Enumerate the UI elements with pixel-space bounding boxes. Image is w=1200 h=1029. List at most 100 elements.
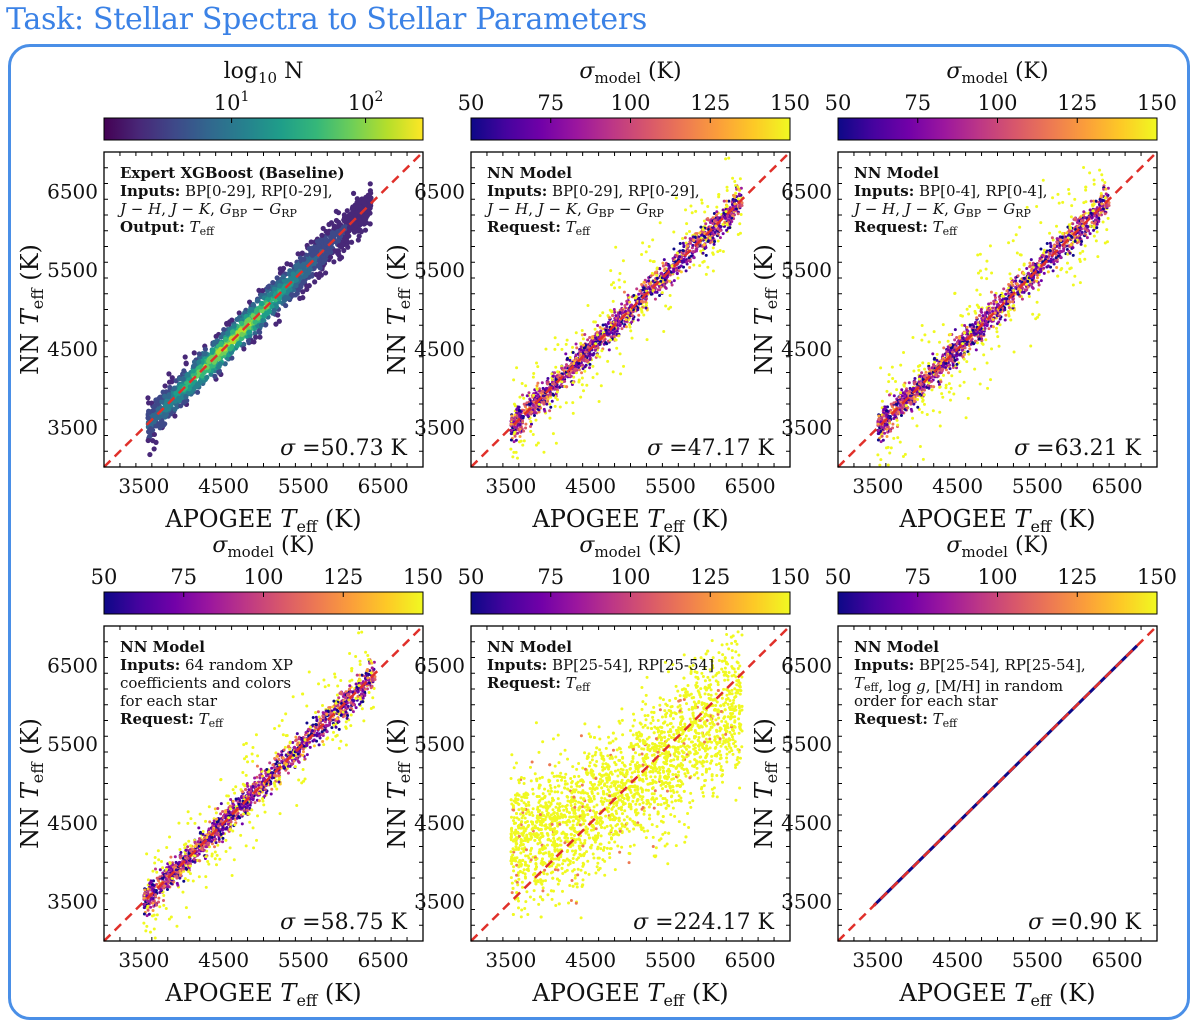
data-point [530, 410, 534, 414]
data-point [688, 237, 692, 241]
data-point [1051, 238, 1055, 242]
data-point [1049, 265, 1053, 269]
data-point [702, 219, 706, 223]
data-point [353, 203, 359, 209]
data-point [582, 343, 586, 347]
data-point [1091, 199, 1095, 203]
y-tick-label: 3500 [414, 416, 465, 440]
data-point [546, 382, 550, 386]
data-point [564, 374, 568, 378]
data-point [718, 224, 722, 228]
data-point [533, 406, 537, 410]
data-point [591, 364, 595, 368]
data-point [553, 404, 557, 408]
annotation: Expert XGBoost (Baseline)Inputs: BP[0-29… [117, 164, 345, 238]
data-point [662, 258, 666, 262]
data-point [913, 377, 917, 381]
data-point [694, 249, 698, 253]
data-point [599, 329, 603, 333]
data-point [280, 274, 286, 280]
data-point [308, 239, 314, 245]
data-point [728, 226, 732, 230]
x-tick-label: 5500 [278, 474, 329, 498]
data-point [931, 352, 935, 356]
data-point [236, 341, 242, 347]
data-point [1051, 196, 1055, 200]
annotation-title: Expert XGBoost (Baseline) [120, 164, 345, 182]
data-point [992, 302, 996, 306]
data-point [662, 329, 666, 333]
data-point [887, 380, 891, 384]
data-point [938, 340, 942, 344]
data-point [641, 241, 645, 245]
data-point [190, 368, 196, 374]
data-point [734, 183, 738, 187]
data-point [579, 348, 583, 352]
data-point [601, 311, 605, 315]
data-point [258, 322, 265, 328]
data-point [967, 352, 971, 356]
data-point [877, 414, 881, 418]
data-point [712, 219, 716, 223]
data-point [573, 359, 577, 363]
data-point [172, 398, 178, 404]
data-point [712, 211, 716, 215]
data-point [323, 237, 329, 243]
data-point [153, 398, 159, 405]
data-point [270, 279, 276, 286]
data-point [1051, 269, 1055, 273]
data-point [649, 291, 653, 295]
data-point [947, 390, 951, 394]
data-point [666, 263, 670, 267]
data-point [598, 355, 602, 359]
data-point [653, 271, 657, 275]
data-point [580, 328, 584, 332]
data-point [1005, 289, 1009, 293]
data-point [612, 334, 616, 338]
data-point [728, 222, 732, 226]
data-point [653, 290, 657, 294]
data-point [560, 347, 564, 351]
data-point [580, 333, 584, 337]
data-point [723, 220, 727, 224]
data-point [1039, 247, 1043, 251]
data-point [688, 265, 692, 269]
data-point [608, 316, 612, 320]
data-point [953, 338, 957, 342]
data-point [611, 370, 615, 374]
data-point [245, 338, 252, 344]
data-point [556, 370, 560, 374]
data-point [147, 426, 154, 432]
data-point [920, 396, 924, 400]
data-point [738, 177, 742, 181]
data-point [571, 351, 575, 355]
data-point [541, 394, 545, 398]
data-point [1047, 255, 1051, 259]
data-point [208, 371, 214, 377]
data-point [688, 230, 692, 234]
data-point [739, 186, 743, 190]
data-point [655, 267, 659, 271]
data-point [516, 431, 520, 435]
data-point [613, 286, 617, 290]
data-point [892, 436, 896, 440]
data-point [521, 443, 525, 447]
data-point [985, 361, 989, 365]
data-point [955, 336, 959, 340]
data-point [726, 218, 730, 222]
data-point [571, 345, 575, 349]
data-point [1088, 224, 1092, 228]
data-point [713, 230, 717, 234]
data-point [726, 207, 730, 211]
data-point [261, 312, 267, 319]
data-point [724, 210, 728, 214]
data-point [939, 380, 943, 384]
data-point [588, 342, 592, 346]
data-point [236, 310, 242, 316]
data-point [518, 413, 522, 417]
colorbar-bar [103, 117, 424, 141]
data-point [1083, 227, 1087, 231]
data-point [608, 338, 612, 342]
